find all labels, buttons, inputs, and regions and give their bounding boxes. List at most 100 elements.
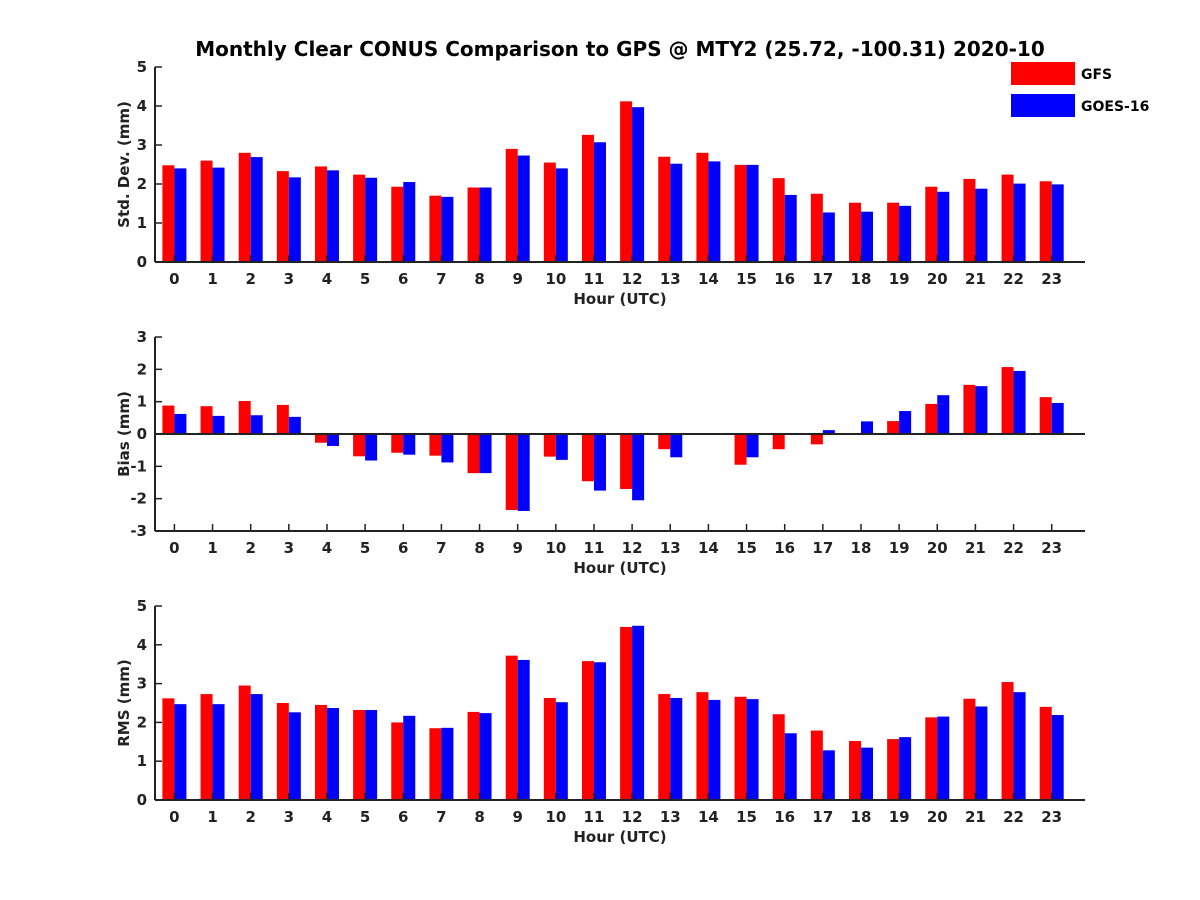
bias-bar-goes16-10 [555,434,568,460]
rms-bar-gfs-11 [581,661,594,800]
bias-bar-goes16-15 [746,434,759,458]
rms-y-tick-label: 4 [137,636,147,654]
bias-bar-goes16-17 [822,430,835,434]
bias-bar-gfs-15 [734,434,747,465]
bias-bar-goes16-0 [174,413,187,434]
bias-bar-gfs-20 [925,403,938,434]
bias-bar-goes16-21 [975,386,988,434]
std-dev-y-tick-label: 1 [137,214,147,232]
std-dev-bar-gfs-19 [887,202,900,262]
std-dev-bar-gfs-7 [429,195,442,262]
bias-bar-gfs-11 [581,434,594,482]
std-dev-bar-gfs-8 [467,187,480,262]
bias-y-tick-label: -1 [130,457,147,475]
rms-x-tick-label: 5 [360,808,370,826]
rms-x-tick-label: 14 [698,808,719,826]
rms-x-tick-label: 23 [1041,808,1062,826]
std-dev-x-tick-label: 4 [322,270,332,288]
std-dev-x-tick-label: 12 [622,270,643,288]
bias-x-tick-label: 14 [698,539,719,557]
std-dev-bar-goes16-7 [441,196,454,262]
rms-bar-goes16-15 [746,699,759,800]
std-dev-bar-gfs-1 [200,160,213,262]
std-dev-bar-gfs-11 [581,134,594,262]
std-dev-x-tick-label: 15 [736,270,757,288]
rms-bar-goes16-1 [212,704,225,800]
rms-x-tick-label: 7 [436,808,446,826]
std-dev-x-tick-label: 1 [207,270,217,288]
std-dev-x-axis-label: Hour (UTC) [573,290,666,308]
rms-x-tick-label: 17 [812,808,833,826]
rms-bar-gfs-9 [505,655,518,800]
bias-bar-gfs-12 [620,434,633,489]
bias-bar-goes16-7 [441,434,454,463]
legend-label-goes16: GOES-16 [1081,99,1149,115]
std-dev-x-tick-label: 9 [512,270,522,288]
bias-bar-goes16-4 [326,434,339,446]
bias-bar-gfs-4 [314,434,327,443]
bias-y-tick-label: 0 [137,425,147,443]
rms-bar-gfs-3 [276,703,289,800]
std-dev-bar-goes16-12 [632,107,645,262]
std-dev-bar-gfs-21 [963,178,976,262]
std-dev-bar-gfs-18 [848,202,861,262]
std-dev-bar-goes16-8 [479,187,492,262]
bias-bar-goes16-2 [250,415,263,434]
std-dev-bar-gfs-4 [314,166,327,262]
bias-x-tick-label: 21 [965,539,986,557]
rms-x-tick-label: 11 [584,808,605,826]
rms-bar-goes16-18 [860,747,873,800]
std-dev-x-tick-label: 19 [889,270,910,288]
bias-bar-gfs-6 [391,434,404,453]
rms-bar-gfs-1 [200,694,213,800]
rms-bar-gfs-4 [314,704,327,800]
std-dev-bar-gfs-17 [810,193,823,262]
bias-bar-gfs-7 [429,434,442,456]
bias-x-tick-label: 3 [284,539,294,557]
std-dev-bar-gfs-23 [1039,181,1052,262]
bias-bar-goes16-3 [288,416,301,434]
std-dev-bar-goes16-19 [899,205,912,262]
bias-y-tick-label: 3 [137,328,147,346]
rms-x-tick-label: 0 [169,808,179,826]
bias-bar-gfs-22 [1001,367,1014,434]
std-dev-bar-goes16-3 [288,177,301,262]
std-dev-bar-gfs-9 [505,148,518,262]
rms-bar-gfs-23 [1039,706,1052,800]
rms-bar-goes16-12 [632,625,645,800]
rms-bar-goes16-5 [365,709,378,800]
std-dev-y-tick-label: 2 [137,175,147,193]
rms-bar-goes16-17 [822,750,835,800]
rms-x-tick-label: 2 [245,808,255,826]
bias-x-tick-label: 11 [584,539,605,557]
std-dev-bar-goes16-16 [784,194,797,262]
std-dev-x-tick-label: 23 [1041,270,1062,288]
bias-x-tick-label: 6 [398,539,408,557]
rms-bar-goes16-3 [288,712,301,800]
bias-x-tick-label: 17 [812,539,833,557]
rms-x-tick-label: 21 [965,808,986,826]
std-dev-bar-gfs-13 [658,156,671,262]
bias-bar-goes16-18 [860,421,873,434]
bias-bar-goes16-22 [1013,370,1026,434]
rms-x-tick-label: 3 [284,808,294,826]
bias-bar-goes16-19 [899,411,912,434]
rms-bar-goes16-8 [479,713,492,800]
bias-bar-goes16-8 [479,434,492,474]
bias-x-tick-label: 23 [1041,539,1062,557]
bias-bar-gfs-2 [238,401,251,434]
rms-bar-goes16-13 [670,697,683,800]
bias-bar-gfs-1 [200,406,213,434]
std-dev-bar-goes16-23 [1051,184,1064,262]
bias-bar-goes16-5 [365,434,378,461]
std-dev-x-tick-label: 13 [660,270,681,288]
std-dev-bar-gfs-6 [391,186,404,262]
std-dev-bar-gfs-0 [162,165,175,262]
rms-bar-gfs-8 [467,711,480,800]
bias-x-tick-label: 20 [927,539,948,557]
rms-x-tick-label: 6 [398,808,408,826]
rms-x-tick-label: 12 [622,808,643,826]
rms-bar-gfs-14 [696,692,709,800]
